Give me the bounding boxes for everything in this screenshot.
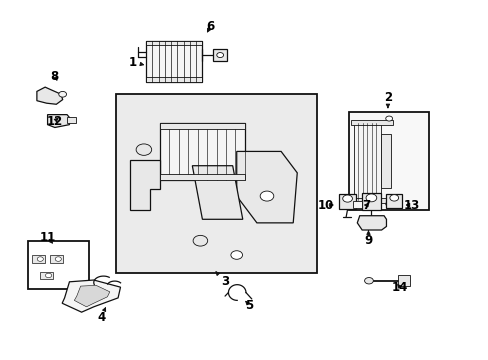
Polygon shape (74, 285, 110, 307)
Text: 12: 12 (47, 114, 63, 127)
Text: 6: 6 (206, 20, 214, 33)
Text: 10: 10 (317, 198, 334, 212)
Bar (353, 123, 380, 200)
Circle shape (385, 116, 392, 121)
Bar (146, 41, 202, 45)
Circle shape (389, 195, 398, 201)
Polygon shape (236, 152, 297, 223)
Text: 2: 2 (383, 91, 391, 108)
Polygon shape (62, 280, 120, 312)
Polygon shape (47, 114, 69, 127)
Circle shape (260, 191, 273, 201)
Text: 3: 3 (216, 272, 229, 288)
Bar (67, 117, 76, 123)
Circle shape (216, 53, 223, 58)
Bar (146, 41, 202, 82)
Text: 13: 13 (403, 198, 420, 212)
Bar (40, 271, 53, 279)
Circle shape (45, 273, 52, 278)
Bar (116, 94, 317, 273)
Circle shape (193, 235, 207, 246)
Bar (160, 123, 244, 129)
Text: 14: 14 (391, 281, 407, 294)
Bar (146, 77, 202, 82)
Bar (380, 134, 390, 188)
Bar (160, 123, 244, 180)
Bar (160, 174, 244, 180)
Text: 9: 9 (364, 231, 372, 247)
Text: 7: 7 (361, 198, 369, 212)
Bar (351, 120, 392, 125)
Text: 8: 8 (51, 70, 59, 83)
Circle shape (366, 194, 376, 202)
Circle shape (342, 195, 352, 202)
Circle shape (55, 257, 61, 261)
Circle shape (230, 251, 242, 259)
Bar (338, 194, 355, 209)
Bar (348, 112, 428, 210)
Circle shape (59, 91, 66, 97)
Text: 11: 11 (40, 231, 56, 244)
Bar (28, 241, 89, 289)
Circle shape (400, 278, 409, 284)
Circle shape (385, 202, 392, 206)
Circle shape (37, 257, 43, 261)
Bar (362, 193, 380, 210)
Bar (212, 49, 227, 62)
Bar (31, 255, 44, 263)
Polygon shape (129, 160, 160, 210)
Bar (351, 198, 392, 203)
Text: 1: 1 (128, 55, 143, 69)
Text: 4: 4 (97, 308, 105, 324)
Polygon shape (37, 87, 62, 104)
Bar (397, 275, 409, 287)
Bar (386, 194, 401, 208)
Circle shape (364, 278, 372, 284)
Circle shape (136, 144, 151, 156)
Bar (49, 255, 62, 263)
Text: 5: 5 (245, 298, 253, 311)
Polygon shape (192, 166, 242, 219)
Bar (353, 201, 362, 207)
Polygon shape (357, 216, 386, 230)
